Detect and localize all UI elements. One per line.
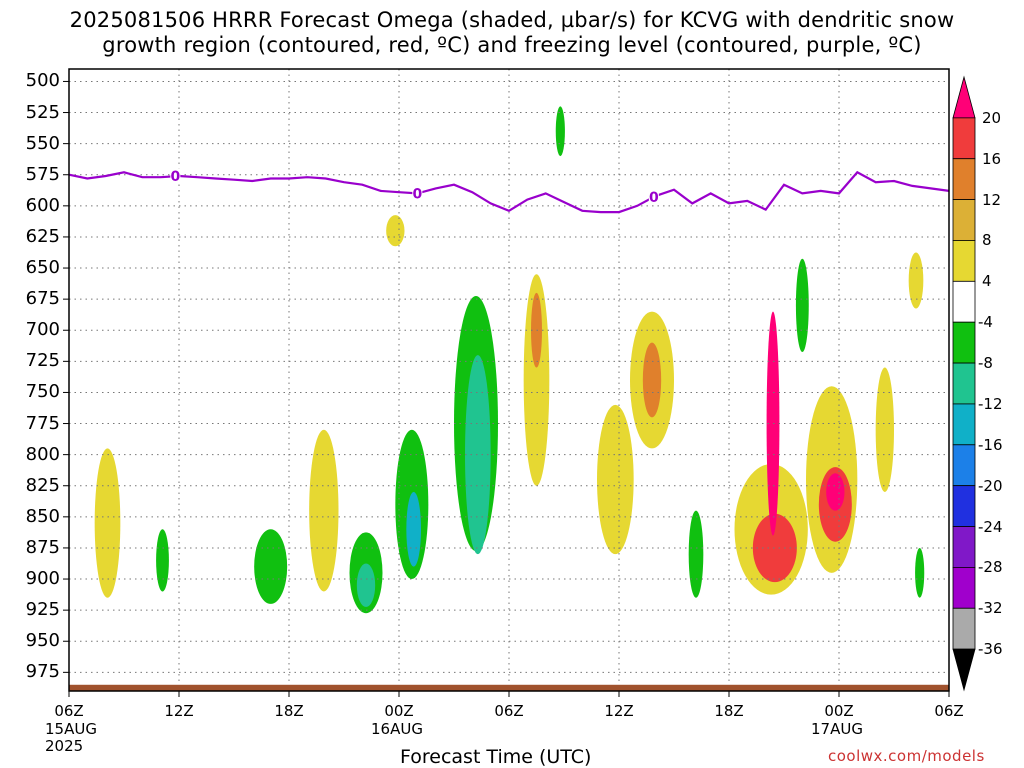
omega-cell [908, 252, 924, 309]
colorbar-label: 20 [982, 108, 1002, 127]
colorbar-label: -8 [978, 354, 993, 373]
y-tick-label: 600 [25, 194, 60, 216]
x-tick-label: 06Z [54, 702, 84, 720]
colorbar-label: -20 [978, 476, 1003, 495]
omega-cell [523, 274, 550, 486]
colorbar-label: -16 [978, 435, 1003, 454]
colorbar-label: -32 [978, 599, 1003, 618]
colorbar-label: -12 [978, 394, 1003, 413]
freezing-level-labels: 0 0 0 [170, 168, 659, 206]
y-tick-label: 725 [25, 350, 60, 372]
x-date-label: 15AUG [45, 720, 97, 738]
credit-link[interactable]: coolwx.com/models [828, 747, 985, 765]
x-tick-label: 06Z [934, 702, 964, 720]
chart-title-line1: 2025081506 HRRR Forecast Omega (shaded, … [69, 8, 955, 32]
y-tick-label: 625 [25, 225, 60, 247]
plot-frame [68, 68, 950, 692]
omega-cell [555, 106, 565, 157]
y-tick-label: 975 [25, 661, 60, 683]
colorbar-label: -24 [978, 517, 1003, 536]
omega-cell [642, 342, 662, 418]
colorbar-label: 12 [982, 190, 1002, 209]
omega-cell [465, 355, 491, 555]
omega-cell [386, 215, 405, 247]
colorbar-segment [952, 607, 976, 650]
x-tick-label: 00Z [384, 702, 414, 720]
freezing-label-bg [170, 168, 181, 184]
omega-cell [406, 491, 421, 567]
omega-shading [94, 106, 925, 614]
omega-cell [254, 529, 288, 604]
y-tick-label: 800 [25, 443, 60, 465]
y-tick-label: 900 [25, 568, 60, 590]
x-tick-label: 18Z [274, 702, 304, 720]
omega-cell [915, 547, 925, 598]
colorbar-label: -4 [978, 313, 993, 332]
colorbar-segment [952, 199, 976, 241]
y-tick-label: 575 [25, 163, 60, 185]
x-tick-label: 00Z [824, 702, 854, 720]
y-tick-label: 775 [25, 412, 60, 434]
y-tick-label: 650 [25, 257, 60, 279]
colorbar-segment [952, 240, 976, 282]
y-tick-label: 525 [25, 101, 60, 123]
y-tick-label: 925 [25, 599, 60, 621]
colorbar-segment [952, 75, 976, 119]
colorbar-label: 16 [982, 149, 1002, 168]
colorbar-segment [952, 444, 976, 487]
omega-cell [688, 510, 704, 598]
y-tick-label: 750 [25, 381, 60, 403]
freezing-label-bg [412, 185, 423, 201]
colorbar-segment [952, 158, 976, 201]
colorbar-label: 8 [982, 231, 992, 250]
colorbar-segment [952, 567, 976, 609]
omega-cell [309, 429, 339, 592]
colorbar-segment [952, 321, 976, 364]
colorbar-segment [952, 280, 976, 323]
omega-cell [356, 563, 376, 608]
y-tick-label: 950 [25, 630, 60, 652]
colorbar-segment [952, 117, 976, 160]
freezing-level-line [68, 170, 950, 214]
omega-cell [795, 258, 809, 353]
colorbar-segment [952, 648, 976, 692]
x-date-label: 16AUG [371, 720, 423, 738]
x-tick-label: 06Z [494, 702, 524, 720]
grid-lines [63, 69, 950, 697]
x-date-label: 17AUG [811, 720, 863, 738]
x-year-label: 2025 [45, 737, 84, 755]
omega-cell [94, 448, 121, 598]
x-axis-title: Forecast Time (UTC) [400, 746, 592, 768]
freezing-level-label: 0 [170, 169, 180, 185]
freezing-level-label: 0 [412, 186, 422, 202]
colorbar-label: 4 [982, 272, 992, 291]
x-tick-label: 12Z [604, 702, 634, 720]
colorbar-segment [952, 362, 976, 405]
freezing-label-bg [648, 188, 659, 204]
x-tick-label: 12Z [164, 702, 194, 720]
colorbar-segment [952, 403, 976, 446]
y-tick-label: 675 [25, 288, 60, 310]
omega-cell [156, 529, 169, 592]
terrain-fill [69, 684, 949, 691]
freezing-level-label: 0 [649, 190, 659, 206]
y-tick-label: 825 [25, 474, 60, 496]
colorbar-segment [952, 485, 976, 527]
colorbar-label: -36 [978, 640, 1003, 659]
omega-cell [826, 473, 845, 511]
y-tick-label: 500 [25, 70, 60, 92]
chart-title-line2: growth region (contoured, red, ºC) and f… [102, 33, 922, 57]
colorbar-segment [952, 526, 976, 568]
omega-cell [875, 367, 894, 492]
y-tick-label: 875 [25, 536, 60, 558]
colorbar [952, 75, 976, 692]
y-tick-label: 700 [25, 319, 60, 341]
y-tick-label: 550 [25, 132, 60, 154]
x-tick-label: 18Z [714, 702, 744, 720]
omega-cell [597, 404, 634, 555]
omega-cell [752, 513, 797, 583]
colorbar-label: -28 [978, 558, 1003, 577]
y-tick-label: 850 [25, 505, 60, 527]
